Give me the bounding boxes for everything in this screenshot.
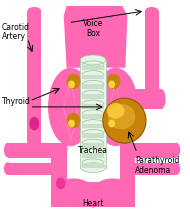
Polygon shape xyxy=(27,11,41,153)
Ellipse shape xyxy=(107,103,124,119)
Ellipse shape xyxy=(27,7,41,15)
Polygon shape xyxy=(82,133,104,138)
Ellipse shape xyxy=(103,98,146,143)
Polygon shape xyxy=(64,192,123,208)
Text: Artery: Artery xyxy=(2,32,26,41)
Polygon shape xyxy=(51,143,67,207)
Ellipse shape xyxy=(108,80,115,88)
Polygon shape xyxy=(82,94,104,99)
Polygon shape xyxy=(8,163,54,176)
Ellipse shape xyxy=(92,179,133,206)
Polygon shape xyxy=(82,84,104,89)
Ellipse shape xyxy=(158,89,165,109)
Polygon shape xyxy=(145,11,159,109)
Text: Carotid: Carotid xyxy=(2,23,30,32)
Ellipse shape xyxy=(172,162,180,175)
Polygon shape xyxy=(82,153,104,158)
Polygon shape xyxy=(8,143,67,158)
Text: Trachea: Trachea xyxy=(78,146,108,155)
Text: Parathyroid: Parathyroid xyxy=(135,156,180,165)
Ellipse shape xyxy=(145,7,159,15)
Ellipse shape xyxy=(56,177,66,189)
Text: Adenoma: Adenoma xyxy=(135,166,171,175)
Polygon shape xyxy=(82,163,104,168)
Polygon shape xyxy=(132,163,176,176)
Text: Heart: Heart xyxy=(82,199,104,208)
Text: Voice: Voice xyxy=(83,19,103,28)
Ellipse shape xyxy=(4,162,12,175)
Ellipse shape xyxy=(29,117,39,130)
Polygon shape xyxy=(61,182,125,207)
Polygon shape xyxy=(82,65,104,70)
Polygon shape xyxy=(64,6,127,68)
Polygon shape xyxy=(120,143,176,158)
Polygon shape xyxy=(82,143,104,148)
Polygon shape xyxy=(82,104,104,109)
Polygon shape xyxy=(120,143,135,207)
Ellipse shape xyxy=(80,163,106,173)
Ellipse shape xyxy=(68,120,75,127)
Text: Box: Box xyxy=(86,28,100,38)
Polygon shape xyxy=(82,74,104,80)
Ellipse shape xyxy=(172,143,180,157)
Text: Thyroid: Thyroid xyxy=(2,97,31,106)
Polygon shape xyxy=(80,60,106,168)
Polygon shape xyxy=(82,124,104,128)
Ellipse shape xyxy=(108,104,135,129)
Ellipse shape xyxy=(67,74,80,89)
Ellipse shape xyxy=(67,113,80,128)
Ellipse shape xyxy=(80,55,106,65)
Ellipse shape xyxy=(53,179,94,206)
Ellipse shape xyxy=(4,143,12,157)
Ellipse shape xyxy=(107,113,120,128)
Ellipse shape xyxy=(93,68,138,146)
Polygon shape xyxy=(83,114,103,133)
Polygon shape xyxy=(82,114,104,119)
Ellipse shape xyxy=(108,120,115,127)
Ellipse shape xyxy=(107,74,120,89)
Polygon shape xyxy=(127,89,162,109)
Ellipse shape xyxy=(48,68,93,146)
Ellipse shape xyxy=(68,80,75,88)
Ellipse shape xyxy=(27,149,41,157)
